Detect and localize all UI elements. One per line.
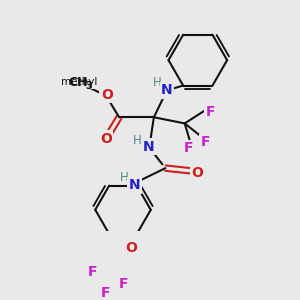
Text: H: H xyxy=(153,76,162,89)
Text: O: O xyxy=(101,88,113,102)
Text: N: N xyxy=(129,178,140,192)
Text: H: H xyxy=(119,171,128,184)
Text: O: O xyxy=(191,166,203,180)
Text: F: F xyxy=(201,135,210,149)
Text: F: F xyxy=(118,277,128,291)
Text: 3: 3 xyxy=(85,81,92,91)
Text: H: H xyxy=(133,134,142,147)
Text: O: O xyxy=(100,132,112,146)
Bar xyxy=(57,76,100,89)
Text: F: F xyxy=(184,141,193,155)
Text: methyl: methyl xyxy=(61,77,97,87)
Text: CH: CH xyxy=(68,76,88,89)
Text: F: F xyxy=(87,265,97,279)
Text: N: N xyxy=(142,140,154,154)
Text: O: O xyxy=(126,242,137,255)
Text: F: F xyxy=(206,105,215,119)
Text: N: N xyxy=(161,83,173,97)
Text: F: F xyxy=(100,286,110,300)
